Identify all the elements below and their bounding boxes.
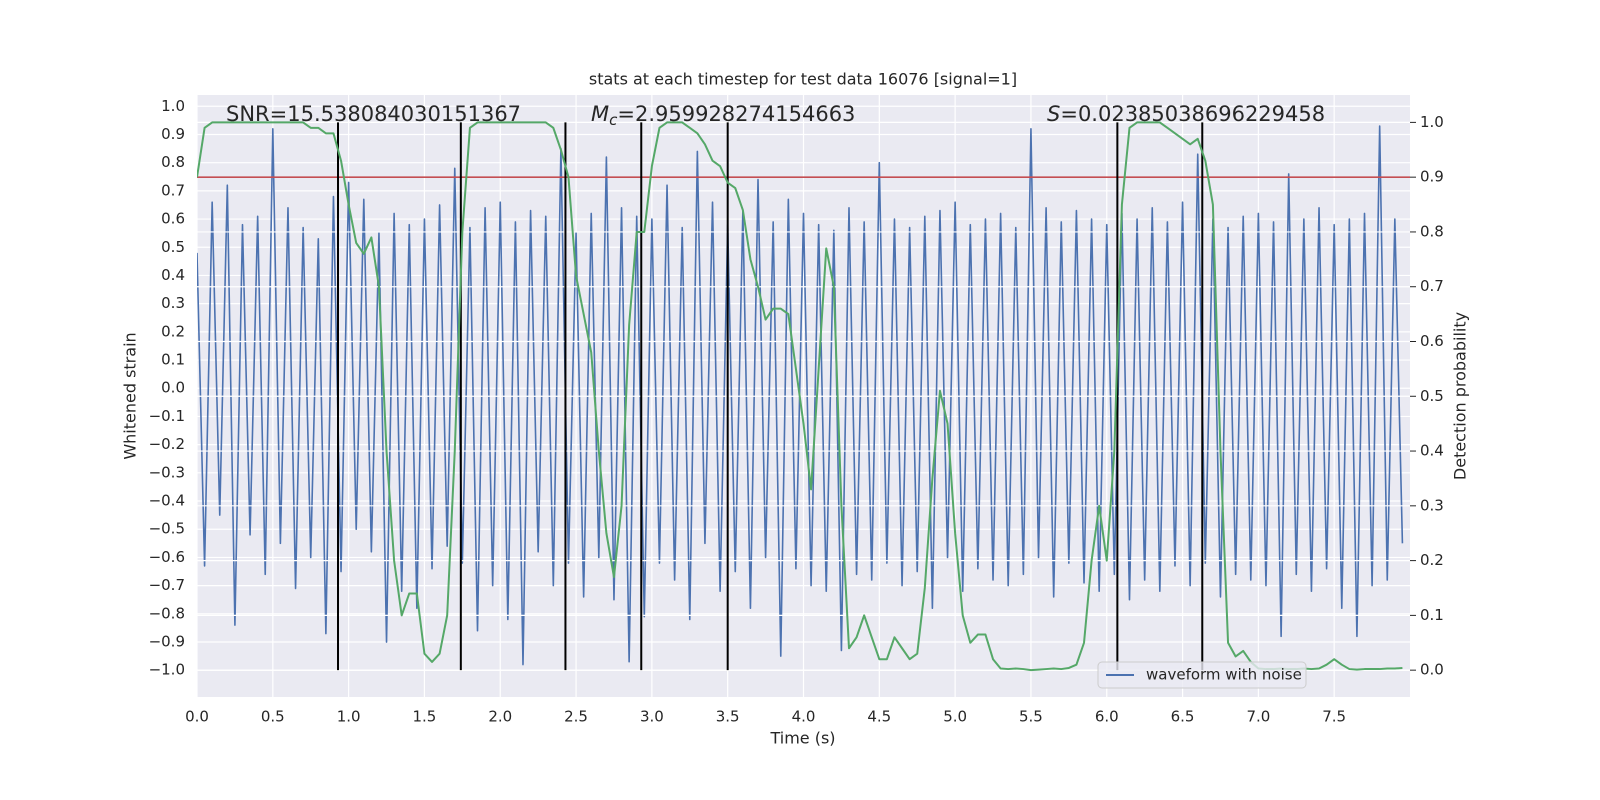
x-tick-label: 5.5	[1019, 708, 1043, 726]
annotation-part: =0.02385038696229458	[1060, 102, 1325, 126]
y-tick-label: −0.3	[149, 463, 185, 481]
y2-tick-label: 0.2	[1420, 551, 1444, 569]
x-tick-label: 7.5	[1322, 708, 1346, 726]
x-tick-label: 2.5	[564, 708, 588, 726]
y-tick-label: 0.8	[161, 153, 185, 171]
y-tick-label: −0.9	[149, 633, 185, 651]
y-tick-label: 0.5	[161, 238, 185, 256]
x-tick-label: 6.5	[1171, 708, 1195, 726]
legend-label: waveform with noise	[1146, 666, 1302, 684]
x-tick-label: 0.5	[261, 708, 285, 726]
y-tick-label: 0.4	[161, 266, 185, 284]
y2-tick-label: 0.6	[1420, 332, 1444, 350]
y-tick-label: 0.3	[161, 294, 185, 312]
y-tick-label: 0.7	[161, 181, 185, 199]
x-tick-label: 2.0	[488, 708, 512, 726]
y2-tick-label: 0.1	[1420, 606, 1444, 624]
x-axis-label: Time (s)	[769, 729, 835, 748]
x-tick-label: 4.5	[867, 708, 891, 726]
x-tick-label: 5.0	[943, 708, 967, 726]
y-axis-label: Whitened strain	[121, 332, 140, 459]
y-tick-label: 0.6	[161, 210, 185, 228]
y2-tick-label: 0.0	[1420, 661, 1444, 679]
annotation-part: M	[591, 102, 609, 126]
y2-axis-label: Detection probability	[1451, 312, 1470, 480]
annotation: S=0.02385038696229458	[1047, 102, 1325, 126]
x-tick-label: 7.0	[1246, 708, 1270, 726]
y-tick-label: −1.0	[149, 661, 185, 679]
x-tick-label: 3.0	[640, 708, 664, 726]
x-tick-label: 6.0	[1095, 708, 1119, 726]
y-tick-label: −0.7	[149, 576, 185, 594]
y2-tick-label: 0.9	[1420, 168, 1444, 186]
y2-tick-label: 0.5	[1420, 387, 1444, 405]
annotation-part: S	[1047, 102, 1060, 126]
annotation-part: SNR=15.538084030151367	[226, 102, 521, 126]
annotation: Mc=2.959928274154663	[591, 102, 855, 129]
y-tick-label: −0.6	[149, 548, 185, 566]
annotation-part: =2.959928274154663	[617, 102, 855, 126]
chart-title: stats at each timestep for test data 160…	[589, 70, 1017, 89]
y2-tick-label: 0.4	[1420, 442, 1444, 460]
y2-tick-label: 1.0	[1420, 113, 1444, 131]
probability-line	[197, 121, 1403, 672]
x-tick-label: 1.5	[413, 708, 437, 726]
annotation: SNR=15.538084030151367	[226, 102, 521, 126]
y-tick-label: 0.9	[161, 125, 185, 143]
y2-tick-label: 0.7	[1420, 277, 1444, 295]
x-tick-label: 3.5	[716, 708, 740, 726]
y2-tick-label: 0.8	[1420, 222, 1444, 240]
y-tick-label: 0.0	[161, 379, 185, 397]
y-tick-label: 1.0	[161, 97, 185, 115]
x-tick-label: 4.0	[792, 708, 816, 726]
y-tick-label: −0.8	[149, 604, 185, 622]
y-tick-label: 0.2	[161, 322, 185, 340]
y-tick-label: −0.4	[149, 492, 185, 510]
y2-tick-label: 0.3	[1420, 496, 1444, 514]
legend-box	[1097, 661, 1307, 689]
x-tick-label: 0.0	[185, 708, 209, 726]
annotation-part: c	[609, 111, 618, 129]
y-tick-label: −0.5	[149, 520, 185, 538]
y-tick-label: 0.1	[161, 351, 185, 369]
x-tick-label: 1.0	[337, 708, 361, 726]
y-tick-label: −0.1	[149, 407, 185, 425]
y-tick-label: −0.2	[149, 435, 185, 453]
plot	[197, 121, 1410, 672]
